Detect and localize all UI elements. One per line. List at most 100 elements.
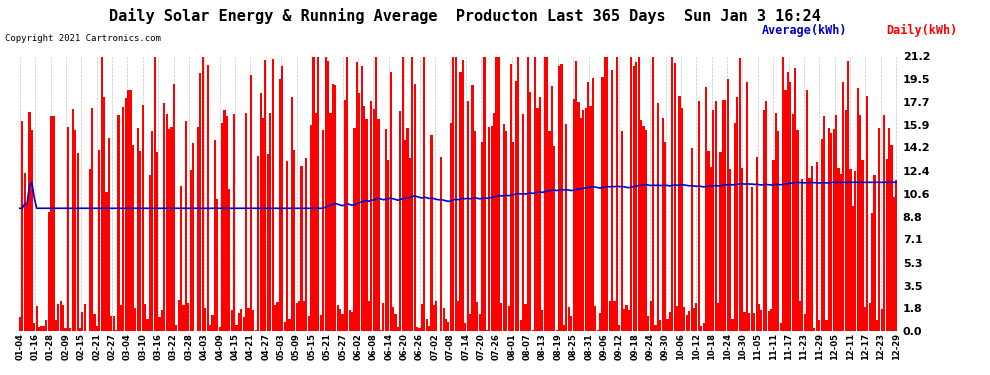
- Bar: [652, 57, 654, 332]
- Bar: [187, 303, 189, 332]
- Bar: [43, 326, 45, 332]
- Bar: [204, 308, 206, 332]
- Bar: [21, 122, 24, 332]
- Bar: [158, 317, 160, 332]
- Bar: [628, 310, 630, 332]
- Bar: [182, 305, 184, 332]
- Bar: [693, 308, 695, 332]
- Bar: [532, 330, 534, 332]
- Bar: [249, 75, 252, 332]
- Bar: [659, 320, 661, 332]
- Bar: [38, 327, 41, 332]
- Bar: [192, 142, 194, 332]
- Bar: [643, 126, 644, 332]
- Bar: [168, 129, 170, 332]
- Bar: [842, 82, 844, 332]
- Bar: [888, 128, 890, 332]
- Bar: [811, 166, 813, 332]
- Bar: [483, 57, 486, 332]
- Bar: [229, 189, 231, 332]
- Bar: [291, 97, 293, 332]
- Bar: [558, 66, 560, 332]
- Bar: [81, 312, 83, 332]
- Bar: [315, 113, 317, 332]
- Bar: [681, 108, 683, 332]
- Bar: [330, 113, 332, 332]
- Bar: [389, 72, 392, 332]
- Bar: [165, 114, 167, 332]
- Bar: [626, 304, 628, 332]
- Bar: [137, 128, 139, 332]
- Bar: [84, 304, 86, 332]
- Bar: [96, 326, 98, 332]
- Bar: [555, 330, 557, 332]
- Bar: [313, 57, 315, 332]
- Bar: [397, 327, 399, 332]
- Bar: [673, 63, 676, 332]
- Bar: [560, 64, 562, 332]
- Bar: [739, 58, 741, 332]
- Bar: [656, 103, 659, 332]
- Bar: [767, 311, 769, 332]
- Bar: [118, 116, 120, 332]
- Bar: [847, 61, 849, 332]
- Bar: [542, 310, 544, 332]
- Bar: [298, 301, 300, 332]
- Bar: [236, 326, 238, 332]
- Bar: [399, 111, 401, 332]
- Bar: [404, 140, 406, 332]
- Bar: [814, 328, 816, 332]
- Bar: [705, 87, 707, 332]
- Bar: [110, 316, 113, 332]
- Bar: [202, 57, 204, 332]
- Bar: [335, 84, 337, 332]
- Bar: [269, 113, 271, 332]
- Bar: [24, 173, 26, 332]
- Bar: [876, 320, 878, 332]
- Bar: [160, 310, 163, 332]
- Bar: [623, 309, 626, 332]
- Bar: [436, 301, 438, 332]
- Text: Daily Solar Energy & Running Average  Producton Last 365 Days  Sun Jan 3 16:24: Daily Solar Energy & Running Average Pro…: [110, 8, 821, 24]
- Bar: [758, 304, 760, 332]
- Bar: [717, 303, 719, 332]
- Bar: [156, 152, 158, 332]
- Bar: [308, 316, 310, 332]
- Bar: [406, 128, 409, 332]
- Bar: [322, 130, 325, 332]
- Bar: [392, 307, 394, 332]
- Bar: [698, 101, 700, 332]
- Bar: [775, 113, 777, 332]
- Bar: [755, 157, 757, 332]
- Bar: [286, 161, 288, 332]
- Bar: [288, 319, 291, 332]
- Bar: [88, 169, 91, 332]
- Bar: [279, 79, 281, 332]
- Bar: [93, 314, 96, 332]
- Bar: [631, 57, 633, 332]
- Bar: [241, 309, 243, 332]
- Bar: [428, 326, 431, 332]
- Bar: [69, 328, 71, 332]
- Bar: [539, 97, 541, 332]
- Bar: [505, 131, 507, 332]
- Bar: [148, 176, 150, 332]
- Bar: [734, 123, 736, 332]
- Bar: [50, 116, 52, 332]
- Bar: [194, 331, 197, 332]
- Bar: [144, 304, 147, 332]
- Bar: [700, 326, 702, 332]
- Bar: [377, 119, 379, 332]
- Bar: [209, 326, 211, 332]
- Bar: [722, 100, 724, 332]
- Bar: [799, 302, 801, 332]
- Bar: [779, 324, 782, 332]
- Bar: [380, 330, 382, 332]
- Bar: [300, 166, 303, 332]
- Bar: [493, 113, 495, 332]
- Bar: [113, 316, 115, 332]
- Bar: [575, 61, 577, 332]
- Bar: [120, 306, 122, 332]
- Bar: [619, 325, 621, 332]
- Bar: [57, 304, 59, 332]
